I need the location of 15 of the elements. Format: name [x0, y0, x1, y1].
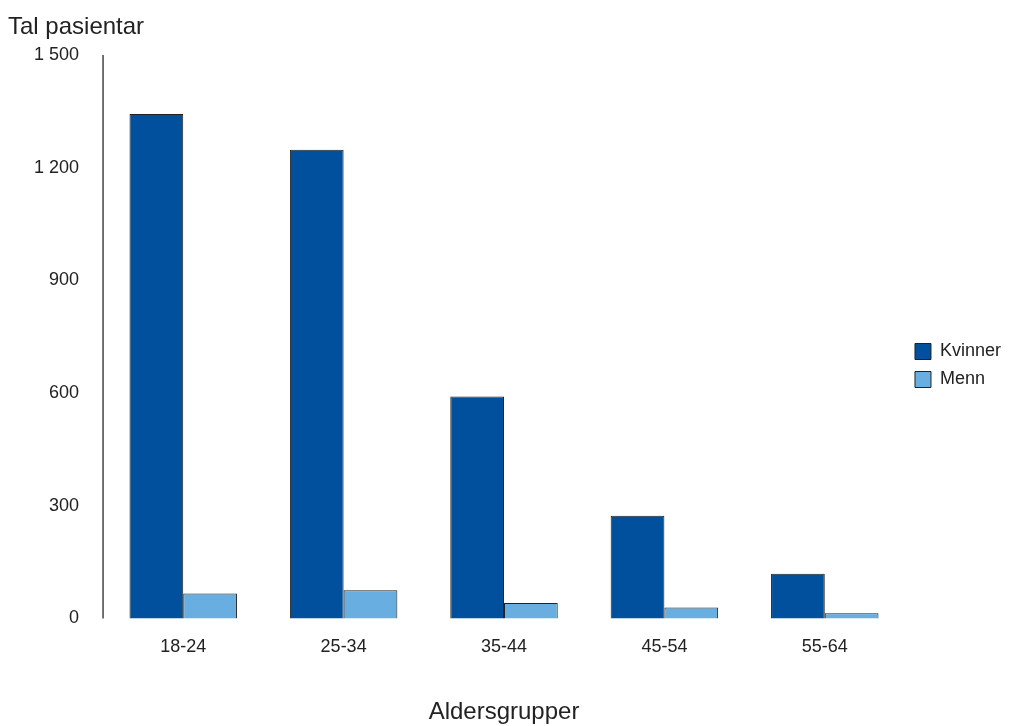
- legend-label: Menn: [939, 368, 985, 389]
- y-tick-label: 1 200: [34, 156, 80, 177]
- y-tick-label: 300: [49, 494, 80, 515]
- y-axis-title: Tal pasientar: [8, 11, 145, 39]
- x-tick-label: 18-24: [160, 636, 207, 657]
- x-axis-title: Aldersgrupper: [428, 696, 580, 724]
- y-tick-label: 0: [69, 607, 80, 628]
- x-tick-label: 35-44: [480, 636, 528, 657]
- y-tick-label: 900: [49, 269, 80, 290]
- x-tick-label: 25-34: [320, 636, 367, 657]
- legend-label: Kvinner: [939, 340, 1002, 361]
- y-tick-label: 600: [49, 382, 80, 403]
- x-tick-label: 55-64: [801, 636, 848, 657]
- x-tick-label: 45-54: [641, 636, 688, 657]
- y-tick-label: 1 500: [34, 43, 80, 64]
